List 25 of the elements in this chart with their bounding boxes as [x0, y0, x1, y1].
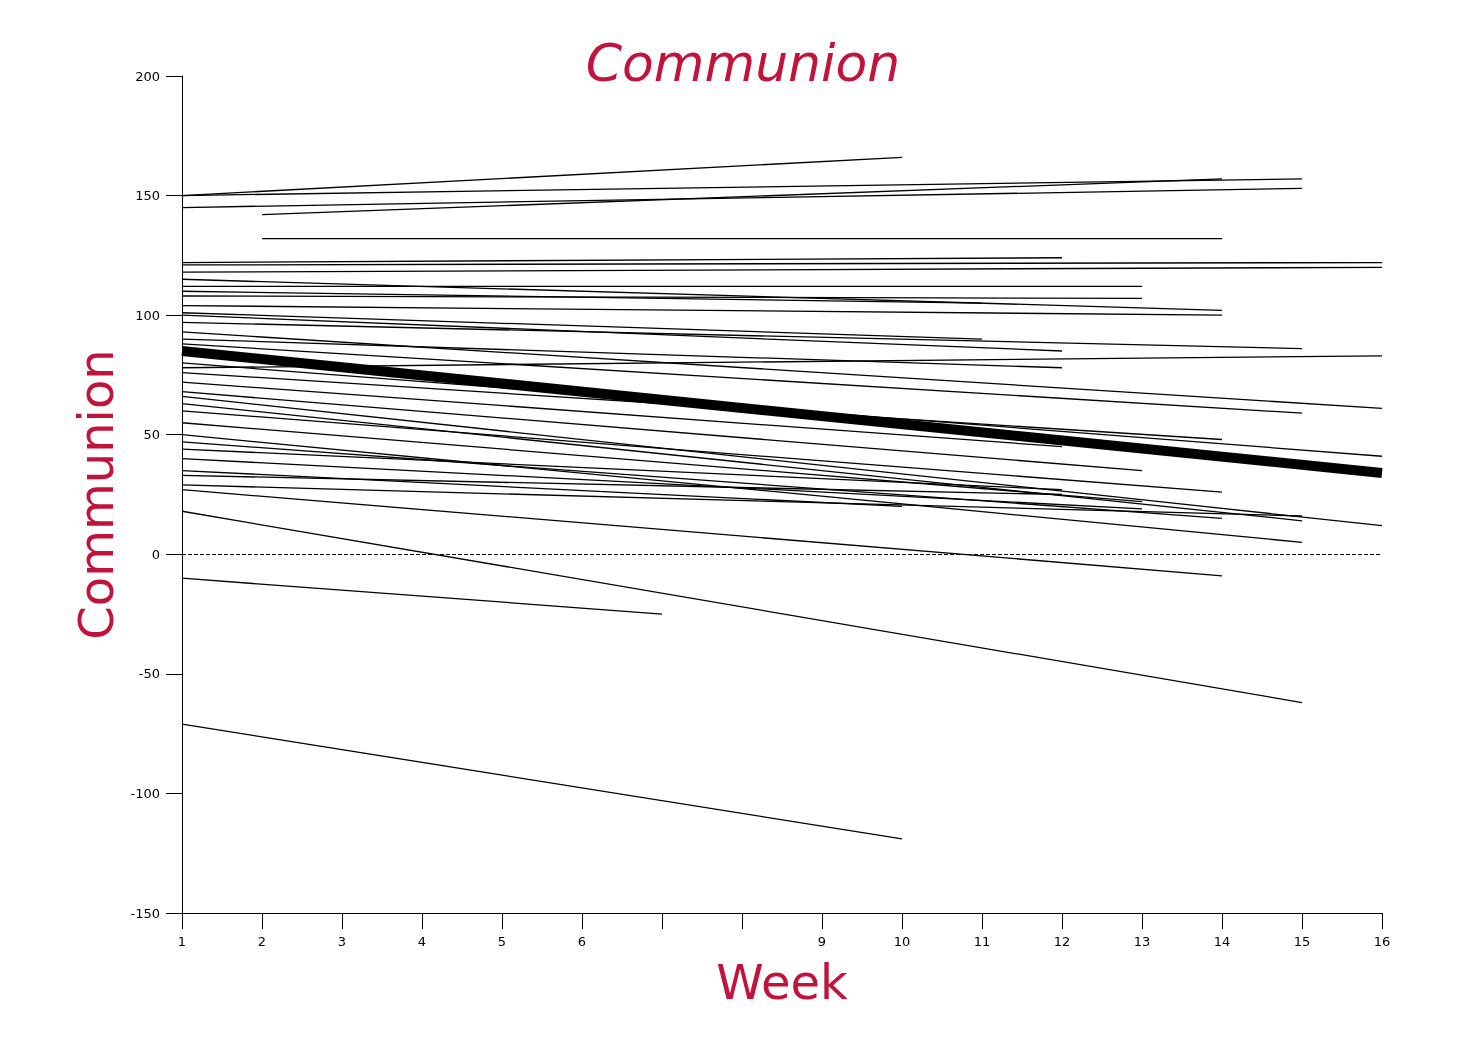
x-tick-label: 10 — [893, 934, 911, 949]
y-tick-label: 100 — [135, 307, 160, 323]
chart-title: Communion — [585, 33, 901, 93]
y-tick-label: 0 — [151, 546, 160, 562]
y-tick-label: 50 — [143, 427, 160, 443]
x-tick-label: 3 — [337, 934, 347, 949]
x-tick-label: 16 — [1373, 934, 1391, 949]
x-tick-label: 2 — [257, 934, 267, 949]
y-tick-label: 200 — [135, 68, 160, 84]
y-tick-label: -100 — [130, 785, 160, 801]
x-tick-label: 14 — [1213, 934, 1231, 949]
x-tick-label: 4 — [417, 934, 427, 949]
x-tick-label: 13 — [1133, 934, 1151, 949]
x-tick-label: 12 — [1053, 934, 1071, 949]
x-tick-label: 15 — [1293, 934, 1311, 949]
x-tick-label: 5 — [497, 934, 507, 949]
y-tick-label: -150 — [130, 905, 160, 921]
x-tick-label: 1 — [177, 934, 187, 949]
x-tick-label: 6 — [577, 934, 587, 949]
x-tick-label: 11 — [973, 934, 991, 949]
y-tick-label: 150 — [135, 188, 160, 204]
x-tick-label: 9 — [817, 934, 827, 949]
y-tick-label: -50 — [138, 666, 160, 682]
x-axis-title: Week — [716, 954, 848, 1010]
y-axis-title: Communion — [67, 349, 124, 640]
